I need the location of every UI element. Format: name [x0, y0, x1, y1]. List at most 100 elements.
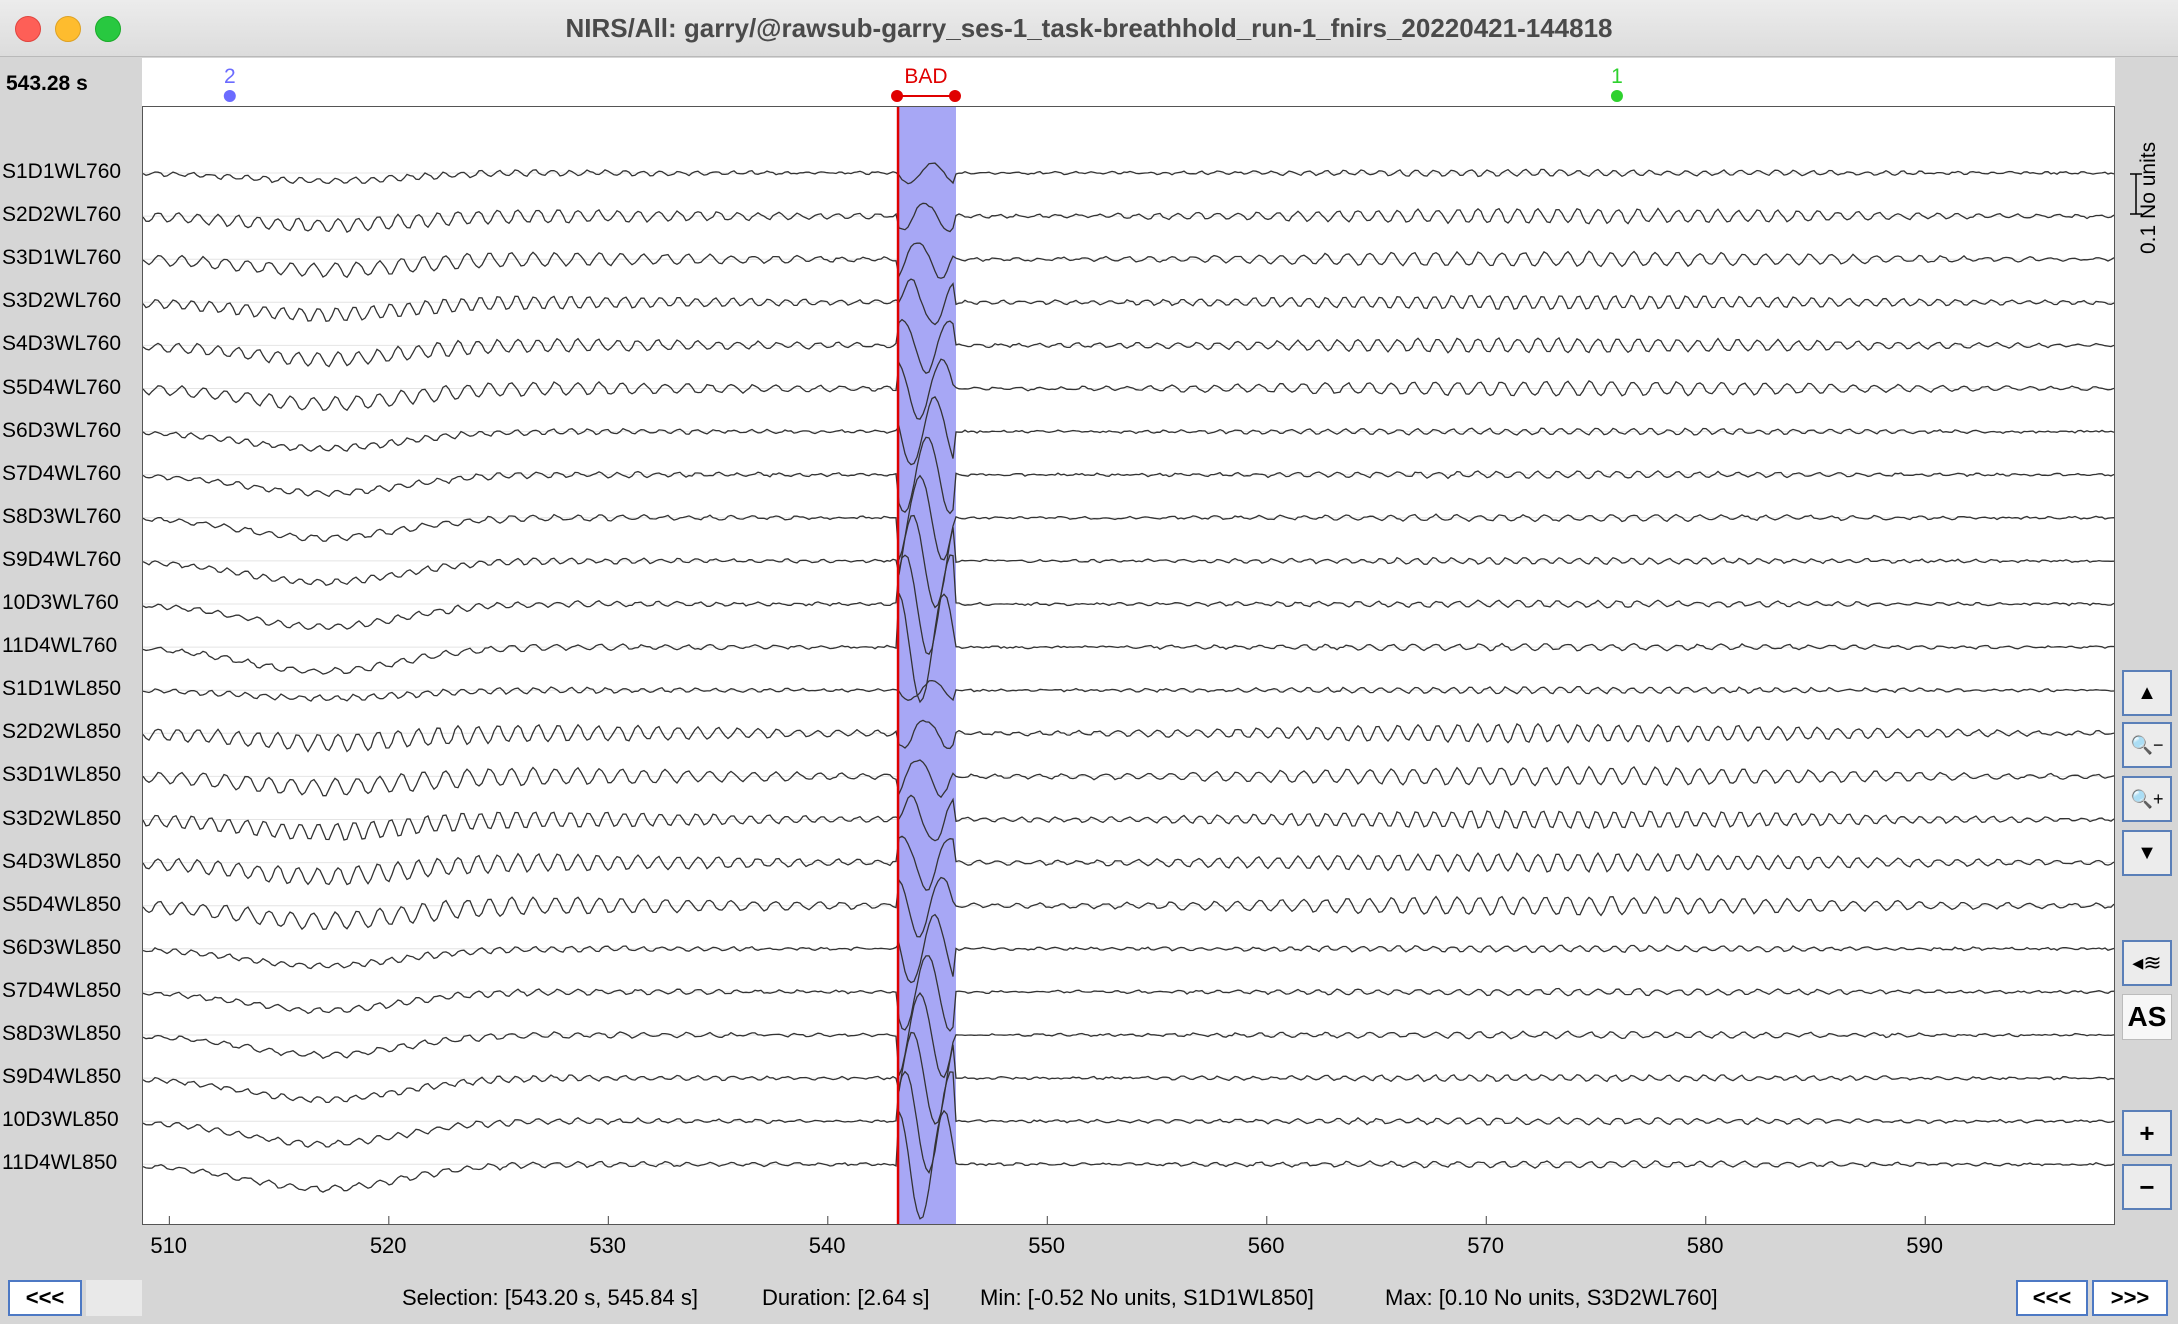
trace-S6D3WL760: [142, 396, 2115, 466]
channel-label: S3D1WL760: [2, 246, 122, 270]
time-tick-label: 540: [808, 1233, 846, 1258]
channel-label: S4D3WL760: [2, 332, 122, 356]
selection-readout: Selection: [543.20 s, 545.84 s]: [402, 1285, 698, 1310]
max-readout: Max: [0.10 No units, S3D2WL760]: [1385, 1285, 1718, 1310]
time-tick-label: 580: [1686, 1233, 1724, 1258]
decrease-gain-button[interactable]: −: [2122, 1164, 2172, 1210]
bad-segment-start-marker: [891, 90, 904, 102]
filter-wave-icon: ◂≋: [2132, 950, 2162, 975]
event-label-2: 2: [224, 65, 236, 88]
channel-label: 10D3WL760: [2, 591, 119, 614]
trace-S7D4WL760: [142, 436, 2115, 515]
trace-S3D1WL760: [142, 242, 2115, 279]
zoom-out-icon: 🔍−: [2130, 734, 2164, 755]
channel-label: S5D4WL850: [2, 892, 122, 916]
channel-label: S9D4WL850: [2, 1065, 122, 1089]
trace-S8D3WL760: [142, 474, 2115, 561]
events-markers[interactable]: 2 BAD 1: [142, 58, 2115, 106]
time-tick-label: 530: [589, 1233, 627, 1258]
channel-label: S9D4WL760: [2, 547, 122, 571]
channel-label: S6D3WL760: [2, 418, 122, 442]
channel-label: 11D4WL850: [2, 1151, 118, 1175]
trace-S9D4WL760: [142, 514, 2115, 609]
trace-S2D2WL850: [142, 719, 2115, 753]
window-title: NIRS/All: garry/@rawsub-garry_ses-1_task…: [565, 13, 1613, 43]
trace-S3D2WL760: [142, 278, 2115, 326]
autoscale-button[interactable]: AS: [2122, 994, 2172, 1040]
trace-11D4WL760: [142, 593, 2115, 704]
time-tick-label: 570: [1467, 1233, 1504, 1258]
triangle-down-icon: ▼: [2137, 841, 2157, 864]
channel-label: S4D3WL850: [2, 849, 122, 873]
trace-S8D3WL850: [142, 992, 2115, 1079]
trace-S3D1WL850: [142, 759, 2115, 799]
event-label-1: 1: [1611, 65, 1623, 88]
scroll-down-button[interactable]: ▼: [2122, 830, 2172, 876]
trace-S5D4WL850: [142, 876, 2115, 938]
trace-S3D2WL850: [142, 794, 2115, 842]
autoscale-label: AS: [2127, 1001, 2167, 1032]
trace-S9D4WL850: [142, 1031, 2115, 1125]
event-marker-2: [223, 90, 236, 102]
channel-label: S8D3WL760: [2, 504, 122, 528]
page-back-button[interactable]: <<<: [8, 1280, 82, 1316]
maximize-window-button[interactable]: [95, 16, 121, 42]
bad-segment-end-marker: [948, 90, 961, 102]
trace-S4D3WL850: [142, 835, 2115, 891]
channel-label: S8D3WL850: [2, 1022, 122, 1045]
trace-10D3WL850: [142, 1070, 2115, 1174]
trace-S1D1WL850: [142, 679, 2115, 702]
trace-S2D2WL760: [142, 202, 2115, 233]
trace-S6D3WL850: [142, 913, 2115, 984]
zoom-in-icon: 🔍+: [2130, 788, 2164, 809]
increase-gain-button[interactable]: +: [2122, 1110, 2172, 1156]
trace-S7D4WL850: [142, 955, 2115, 1032]
channel-label: S1D1WL850: [2, 677, 122, 701]
channel-label: 11D4WL760: [2, 634, 118, 658]
title-bar: NIRS/All: garry/@rawsub-garry_ses-1_task…: [0, 0, 2178, 57]
right-control-panel: [2120, 106, 2178, 1225]
trace-11D4WL850: [142, 1109, 2115, 1220]
time-tick-label: 510: [150, 1233, 188, 1258]
trace-S1D1WL760: [142, 162, 2115, 185]
event-marker-1: [1610, 90, 1623, 102]
trace-S5D4WL760: [142, 358, 2115, 420]
time-tick-label: 590: [1906, 1233, 1943, 1258]
signal-traces[interactable]: [142, 107, 2115, 1224]
current-time-readout: 543.28 s: [6, 72, 88, 95]
duration-readout: Duration: [2.64 s]: [762, 1285, 930, 1310]
trace-10D3WL760: [142, 554, 2115, 655]
triangle-up-icon: ▲: [2137, 681, 2157, 704]
channel-label: S3D1WL850: [2, 763, 122, 787]
zoom-in-button[interactable]: 🔍+: [2122, 776, 2172, 822]
close-window-button[interactable]: [15, 16, 41, 42]
signal-plot-area[interactable]: [142, 106, 2115, 1225]
page-forward-button[interactable]: >>>: [2092, 1280, 2168, 1316]
zoom-out-button[interactable]: 🔍−: [2122, 722, 2172, 768]
status-bar: [0, 1276, 2178, 1324]
channel-label: 10D3WL850: [2, 1108, 119, 1132]
plus-icon: +: [2139, 1117, 2155, 1148]
scale-bar: [2130, 173, 2142, 215]
selection-band: [898, 107, 956, 1224]
scale-label: 0.1 No units: [2137, 141, 2160, 254]
filter-toggle-button[interactable]: ◂≋: [2122, 940, 2172, 986]
minus-icon: −: [2139, 1171, 2155, 1202]
time-tick-label: 520: [369, 1233, 407, 1258]
channel-label: S1D1WL760: [2, 160, 122, 183]
min-readout: Min: [-0.52 No units, S1D1WL850]: [980, 1285, 1314, 1310]
channel-label: S3D2WL760: [2, 289, 122, 313]
channel-label: S7D4WL850: [2, 978, 122, 1002]
channel-label: S2D2WL760: [2, 203, 122, 227]
time-scrollbar[interactable]: [86, 1280, 142, 1316]
minimize-window-button[interactable]: [55, 16, 81, 42]
page-back-button-right[interactable]: <<<: [2016, 1280, 2088, 1316]
channel-label: S2D2WL850: [2, 720, 122, 744]
channel-label: S7D4WL760: [2, 461, 122, 485]
scroll-up-button[interactable]: ▲: [2122, 670, 2172, 716]
channel-label: S6D3WL850: [2, 935, 122, 959]
events-bar[interactable]: 2 BAD 1: [142, 58, 2115, 106]
event-label-bad: BAD: [904, 65, 947, 88]
trace-S4D3WL760: [142, 318, 2115, 374]
time-tick-label: 550: [1028, 1233, 1065, 1258]
